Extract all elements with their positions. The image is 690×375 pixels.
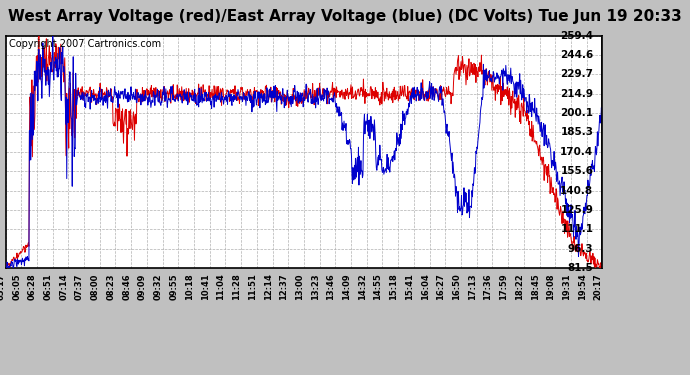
Text: 06:05: 06:05 [12,273,21,300]
Text: 11:51: 11:51 [248,273,257,300]
Text: Copyright 2007 Cartronics.com: Copyright 2007 Cartronics.com [8,39,161,49]
Text: 14:55: 14:55 [373,273,382,300]
Text: 19:54: 19:54 [578,273,586,300]
Text: 06:51: 06:51 [43,273,52,300]
Text: 06:28: 06:28 [28,273,37,300]
Text: 13:23: 13:23 [310,273,319,300]
Text: 19:31: 19:31 [562,273,571,300]
Text: 18:45: 18:45 [531,273,540,300]
Text: 17:13: 17:13 [468,273,477,300]
Text: 12:37: 12:37 [279,273,288,300]
Text: 17:36: 17:36 [484,273,493,300]
Text: 09:32: 09:32 [154,273,163,300]
Text: 19:08: 19:08 [546,273,555,300]
Text: 12:14: 12:14 [264,273,273,300]
Text: 09:09: 09:09 [138,273,147,300]
Text: 13:46: 13:46 [326,273,335,300]
Text: 08:23: 08:23 [106,273,115,300]
Text: 10:41: 10:41 [201,273,210,300]
Text: 08:46: 08:46 [122,273,131,300]
Text: 10:18: 10:18 [185,273,194,300]
Text: 14:32: 14:32 [358,273,367,300]
Text: 15:41: 15:41 [405,273,414,300]
Text: 16:04: 16:04 [421,273,430,300]
Text: 07:14: 07:14 [59,273,68,300]
Text: 17:59: 17:59 [499,273,508,300]
Text: 08:00: 08:00 [91,273,100,300]
Text: 15:18: 15:18 [389,273,398,300]
Text: 20:17: 20:17 [593,273,602,300]
Text: 16:27: 16:27 [436,273,445,300]
Text: 18:22: 18:22 [515,273,524,300]
Text: West Array Voltage (red)/East Array Voltage (blue) (DC Volts) Tue Jun 19 20:33: West Array Voltage (red)/East Array Volt… [8,9,682,24]
Text: 16:50: 16:50 [452,273,461,300]
Text: 09:55: 09:55 [169,273,178,300]
Text: 14:09: 14:09 [342,273,351,300]
Text: 07:37: 07:37 [75,273,84,300]
Text: 11:04: 11:04 [217,273,226,300]
Text: 05:17: 05:17 [0,273,6,300]
Text: 13:00: 13:00 [295,273,304,300]
Text: 11:28: 11:28 [232,273,241,300]
